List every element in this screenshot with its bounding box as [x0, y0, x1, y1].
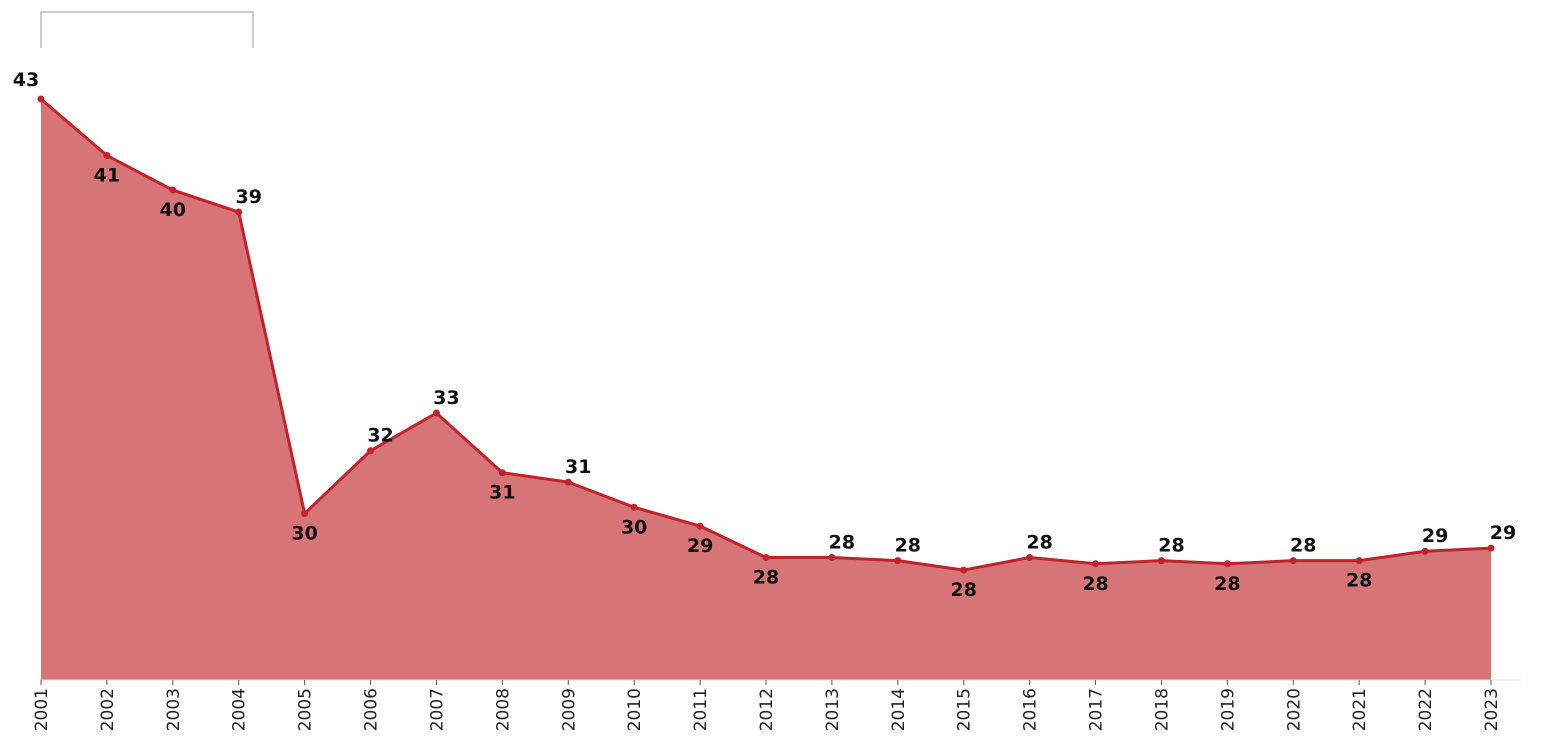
value-label: 29 [687, 535, 713, 557]
x-tick-label: 2006 [362, 688, 382, 731]
x-tick-label: 2013 [823, 688, 843, 731]
area [41, 99, 1491, 680]
value-label: 29 [1422, 525, 1448, 547]
value-label: 28 [1026, 532, 1052, 554]
value-label: 28 [1214, 573, 1240, 595]
x-tick-label: 2010 [625, 688, 645, 731]
point [301, 510, 309, 518]
x-tick-label: 2022 [1416, 688, 1436, 731]
value-label: 28 [895, 535, 921, 557]
value-label: 28 [753, 567, 779, 589]
x-tick-label: 2019 [1218, 688, 1238, 731]
point [498, 469, 506, 477]
x-tick-label: 2002 [98, 688, 118, 731]
point [696, 522, 704, 530]
x-tick-label: 2021 [1350, 688, 1370, 731]
x-tick-label: 2020 [1284, 688, 1304, 731]
value-label: 43 [13, 69, 39, 91]
point [762, 554, 770, 562]
point [564, 478, 572, 486]
value-label: 30 [621, 516, 647, 538]
value-label: 32 [367, 425, 393, 447]
x-tick-label: 2007 [427, 688, 447, 731]
point [367, 447, 375, 455]
point [1026, 554, 1034, 562]
point [1157, 557, 1165, 565]
x-tick-label: 2005 [296, 688, 316, 731]
x-tick-label: 2023 [1482, 688, 1502, 731]
point [235, 208, 243, 216]
point [1092, 560, 1100, 568]
value-label: 40 [160, 199, 186, 221]
value-label: 30 [291, 523, 317, 545]
point [894, 557, 902, 565]
x-tick-label: 2015 [955, 688, 975, 731]
value-label: 28 [1290, 535, 1316, 557]
value-label: 28 [1082, 573, 1108, 595]
x-tick-label: 2014 [889, 688, 909, 731]
value-label: 31 [489, 482, 515, 504]
value-label: 33 [433, 387, 459, 409]
point [1223, 560, 1231, 568]
value-label: 41 [94, 165, 120, 187]
x-tick-label: 2012 [757, 688, 777, 731]
point [1487, 544, 1495, 552]
value-label: 29 [1490, 522, 1516, 544]
x-tick-label: 2017 [1087, 688, 1107, 731]
value-label: 28 [951, 579, 977, 601]
point [37, 95, 45, 103]
x-tick-label: 2011 [691, 688, 711, 731]
point [960, 566, 968, 574]
point [630, 503, 638, 511]
x-tick-label: 2008 [493, 688, 513, 731]
x-tick-label: 2004 [230, 688, 250, 731]
x-tick-label: 2016 [1021, 688, 1041, 731]
value-label: 31 [565, 456, 591, 478]
x-tick-label: 2018 [1152, 688, 1172, 731]
value-label: 28 [1346, 570, 1372, 592]
point [828, 554, 836, 562]
x-tick-label: 2009 [559, 688, 579, 731]
point [1421, 547, 1429, 555]
value-label: 28 [1158, 535, 1184, 557]
point [169, 186, 177, 194]
value-label: 39 [236, 186, 262, 208]
value-label: 28 [829, 532, 855, 554]
point [432, 409, 440, 417]
legend-box [40, 11, 254, 48]
point [103, 152, 111, 160]
x-tick-label: 2003 [164, 688, 184, 731]
point [1289, 557, 1297, 565]
x-tick-label: 2001 [32, 688, 52, 731]
point [1355, 557, 1363, 565]
